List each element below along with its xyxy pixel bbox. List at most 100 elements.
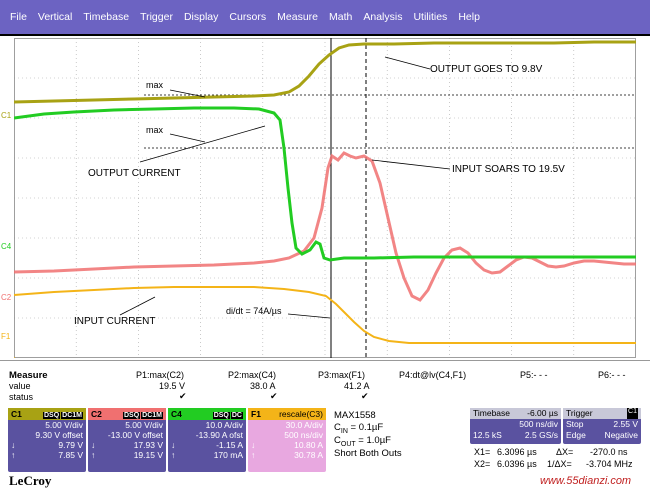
param-value: 41.2 A xyxy=(344,381,370,391)
trace-box-f1[interactable]: F1 rescale(C3) 30.0 A/div 500 ns/div ↓ 10.… xyxy=(248,408,326,472)
trace-tag: DC xyxy=(230,412,243,419)
cursor-inv-label: 1/ΔX= xyxy=(547,459,572,469)
trace-tag: DSQ xyxy=(42,412,61,419)
trace-cursor-v1: -1.15 A xyxy=(216,440,243,450)
notes-cout: COUT = 1.0µF xyxy=(334,435,391,448)
cursor-x2-icon: ↑ xyxy=(11,450,16,460)
menu-item-file[interactable]: File xyxy=(10,11,27,23)
cursor-x2-icon: ↑ xyxy=(251,450,256,460)
param-name[interactable]: P3:max(F1) xyxy=(318,370,366,380)
timebase-box[interactable]: Timebase -6.00 µs 500 ns/div 12.5 kS 2.5 G… xyxy=(470,408,561,444)
trace-cursor-v2: 19.15 V xyxy=(133,450,163,460)
menu-item-display[interactable]: Display xyxy=(183,11,219,23)
param-status-check-icon: ✔ xyxy=(270,391,278,401)
trace-cursor-v2: 30.78 A xyxy=(294,450,323,460)
annotation-input-soars: INPUT SOARS TO 19.5V xyxy=(452,164,565,175)
trace-f1-input-current xyxy=(14,286,636,344)
annotation-output-current: OUTPUT CURRENT xyxy=(88,168,181,179)
timebase-samples: 12.5 kS xyxy=(473,430,502,440)
trace-c1-output-voltage xyxy=(14,40,636,104)
param-name[interactable]: P5:- - - xyxy=(520,370,548,380)
trace-offset: -13.00 V offset xyxy=(107,430,163,440)
trace-cursor-v2: 170 mA xyxy=(213,450,243,460)
trace-box-c1[interactable]: C1 DSQ DC1M 5.00 V/div 9.30 V offset ↓ 9.79… xyxy=(8,408,86,472)
menu-item-measure[interactable]: Measure xyxy=(277,11,319,23)
trace-scale: 30.0 A/div xyxy=(285,420,323,430)
trace-tag: rescale(C3) xyxy=(279,409,323,419)
trigger-type: Edge xyxy=(566,430,586,440)
param-name[interactable]: P1:max(C2) xyxy=(136,370,185,380)
timebase-label: Timebase xyxy=(473,408,511,418)
timebase-rate: 500 ns/div xyxy=(519,419,558,429)
trace-box-c2[interactable]: C2 DSQ DC1M 5.00 V/div -13.00 V offset ↓ 17… xyxy=(88,408,166,472)
trace-offset: -13.90 A ofst xyxy=(195,430,243,440)
trace-tag: DC1M xyxy=(141,412,163,419)
menu-item-help[interactable]: Help xyxy=(458,11,480,23)
measure-row-status: status xyxy=(9,392,34,402)
trace-tag: DSQ xyxy=(212,412,230,419)
trace-c4-output-current xyxy=(14,106,636,262)
cursor-x1-icon: ↓ xyxy=(171,440,176,450)
notes-cin: CIN = 0.1µF xyxy=(334,422,384,435)
trace-c2-input-voltage xyxy=(14,151,636,302)
trace-cursor-v1: 17.93 V xyxy=(133,440,163,450)
trigger-box[interactable]: Trigger C1 Stop 2.55 V Edge Negative xyxy=(563,408,641,444)
trigger-mode: Stop xyxy=(566,419,584,429)
menu-item-math[interactable]: Math xyxy=(329,11,353,23)
trace-label: C1 xyxy=(11,409,22,419)
menu-item-vertical[interactable]: Vertical xyxy=(37,11,73,23)
trace-scale: 10.0 A/div xyxy=(205,420,243,430)
brand-logo: LeCroy xyxy=(9,473,52,488)
cursor-x1-label: X1= xyxy=(474,447,491,457)
trace-cursor-v1: 9.79 V xyxy=(58,440,83,450)
param-value: 38.0 A xyxy=(250,381,276,391)
param-value: 19.5 V xyxy=(159,381,186,391)
trace-offset: 500 ns/div xyxy=(284,430,323,440)
menu-item-cursors[interactable]: Cursors xyxy=(229,11,267,23)
param-name[interactable]: P6:- - - xyxy=(598,370,626,380)
channel-marker-c2: C2 xyxy=(1,293,12,302)
menu-item-trigger[interactable]: Trigger xyxy=(140,11,173,23)
annotation-pointer-lines xyxy=(119,56,451,319)
trace-offset: 9.30 V offset xyxy=(35,430,83,440)
annotation-max: max xyxy=(146,125,164,135)
trace-tag: DSQ xyxy=(122,412,141,419)
channel-marker-c4: C4 xyxy=(1,242,12,251)
annotation-input-current: INPUT CURRENT xyxy=(74,316,156,327)
timebase-srate: 2.5 GS/s xyxy=(524,430,558,440)
cursor-dx-label: ΔX= xyxy=(556,447,574,457)
annotation-didt: di/dt = 74A/µs xyxy=(226,306,282,316)
channel-marker-c1: C1 xyxy=(1,111,12,120)
cursor-x1-icon: ↓ xyxy=(11,440,16,450)
trace-box-c4[interactable]: C4 DSQ DC 10.0 A/div -13.90 A ofst ↓ -1.15 … xyxy=(168,408,246,472)
watermark-text: www.55dianzi.com xyxy=(540,475,632,487)
trigger-label: Trigger xyxy=(566,408,593,418)
scope-display xyxy=(14,38,636,358)
cursor-x2-label: X2= xyxy=(474,459,491,469)
trace-scale: 5.00 V/div xyxy=(45,420,83,430)
trace-scale: 5.00 V/div xyxy=(125,420,163,430)
cursor-x1-value: 6.3096 µs xyxy=(497,447,537,457)
param-name[interactable]: P2:max(C4) xyxy=(228,370,277,380)
menu-item-analysis[interactable]: Analysis xyxy=(363,11,403,23)
notes-short: Short Both Outs xyxy=(334,448,402,459)
status-panel: Measure value status P1:max(C2) 19.5 V ✔… xyxy=(0,360,650,490)
trigger-slope: Negative xyxy=(604,430,638,440)
measure-row-value: value xyxy=(9,381,31,391)
cursor-inv-value: -3.704 MHz xyxy=(586,459,633,469)
timebase-delay: -6.00 µs xyxy=(527,408,558,418)
trace-label: C4 xyxy=(171,409,182,419)
menu-item-timebase[interactable]: Timebase xyxy=(83,11,130,23)
trigger-source: C1 xyxy=(627,408,638,419)
measure-header[interactable]: Measure xyxy=(9,370,48,381)
cursor-x2-icon: ↑ xyxy=(91,450,96,460)
param-name[interactable]: P4:dt@lv(C4,F1) xyxy=(399,370,467,380)
param-status-check-icon: ✔ xyxy=(179,391,187,401)
annotation-max: max xyxy=(146,80,164,90)
trace-label: F1 xyxy=(251,409,261,419)
cursor-dx-value: -270.0 ns xyxy=(590,447,628,457)
trace-label: C2 xyxy=(91,409,102,419)
menu-item-utilities[interactable]: Utilities xyxy=(413,11,448,23)
cursor-x1-icon: ↓ xyxy=(91,440,96,450)
waveform-grid xyxy=(14,38,636,358)
